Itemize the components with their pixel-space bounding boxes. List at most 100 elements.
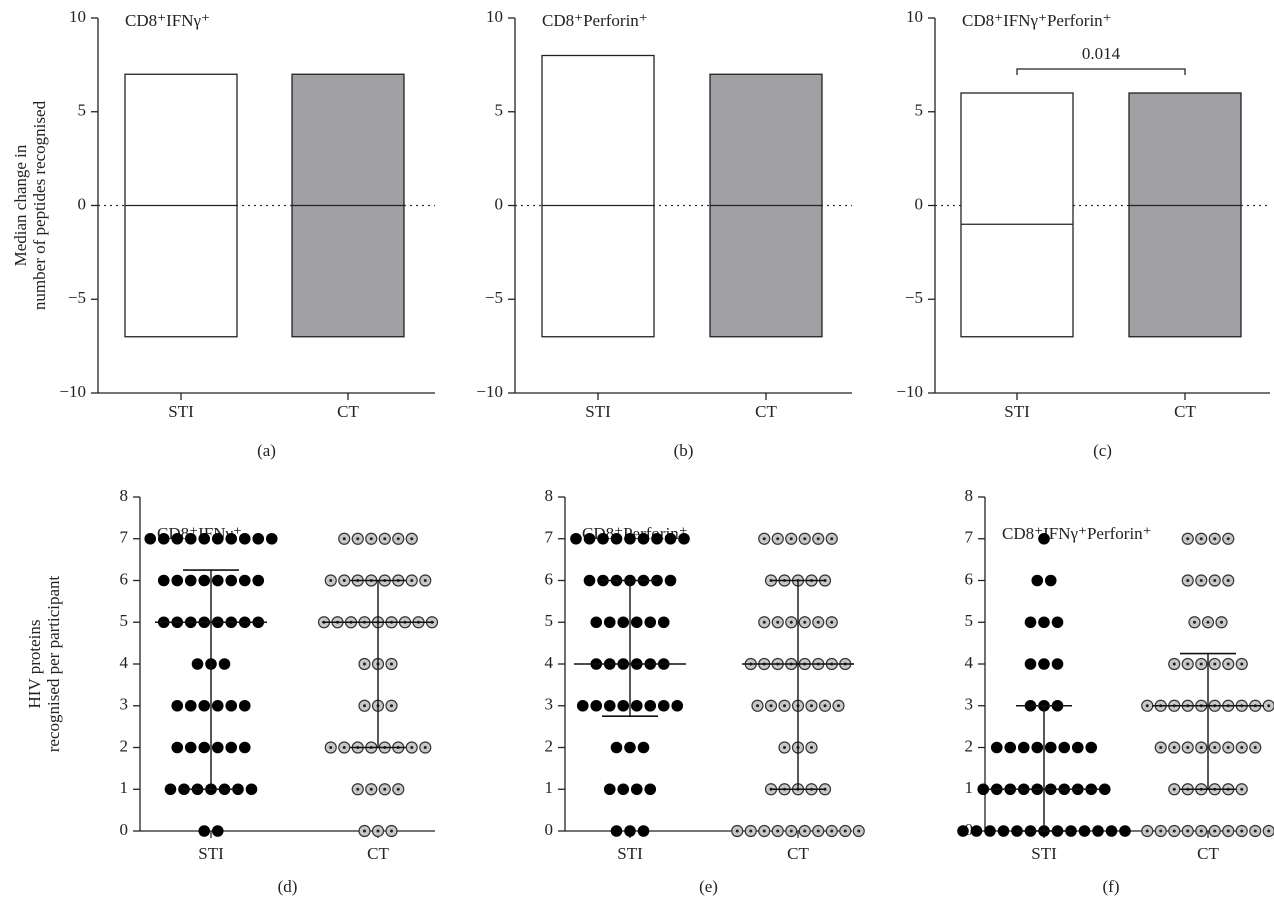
dot (990, 741, 1003, 754)
dot (805, 741, 818, 754)
dot-center (356, 787, 360, 791)
dot (211, 532, 224, 545)
dot (785, 824, 798, 838)
dot (630, 699, 643, 712)
y-tick-label: 6 (965, 569, 974, 588)
dot (198, 699, 211, 712)
dot (637, 532, 650, 545)
dot (771, 532, 784, 545)
dot (365, 532, 378, 545)
dot (211, 741, 224, 754)
y-tick-label: 0 (78, 194, 87, 213)
dot (252, 574, 265, 587)
dot (171, 574, 184, 587)
x-tick-label: CT (367, 844, 389, 863)
dot-fill (1024, 658, 1037, 670)
dot-fill (603, 783, 616, 796)
dot (825, 532, 838, 545)
dot (1262, 699, 1274, 712)
dot-fill (617, 783, 630, 796)
y-tick-label: 1 (120, 778, 129, 797)
dot (385, 824, 398, 838)
dot (1031, 741, 1044, 754)
dot (1024, 616, 1037, 629)
dot-center (1206, 620, 1210, 624)
dot (812, 616, 825, 629)
dot (644, 783, 657, 796)
dot (957, 825, 969, 837)
dot-center (816, 829, 820, 833)
dot-center (1186, 829, 1190, 833)
dot (984, 825, 996, 837)
dot-fill (198, 532, 211, 545)
dot (1168, 657, 1181, 671)
y-tick-label: −5 (905, 288, 923, 307)
dot-center (1199, 537, 1203, 541)
dot (1181, 741, 1194, 754)
dot (225, 741, 238, 754)
dot-center (1267, 704, 1271, 708)
dot (378, 783, 391, 796)
bar (960, 92, 1074, 338)
dot-fill (1071, 741, 1084, 754)
significance-label: 0.014 (1082, 44, 1121, 63)
dot-center (1186, 537, 1190, 541)
dot-center (816, 537, 820, 541)
dot-center (1213, 537, 1217, 541)
dot (1195, 574, 1208, 587)
dot (1181, 574, 1194, 587)
dot-fill (651, 532, 663, 545)
dot-fill (1038, 532, 1050, 545)
dot (1168, 824, 1181, 838)
dot (576, 699, 589, 712)
dot (1222, 574, 1235, 587)
dot-center (1172, 829, 1176, 833)
dot-fill (171, 741, 184, 754)
dot-fill (1105, 825, 1118, 837)
dot (1085, 741, 1098, 754)
dot (1195, 741, 1208, 754)
dot (610, 825, 623, 837)
dot-center (776, 537, 780, 541)
dot (1215, 616, 1228, 629)
dot (338, 741, 351, 754)
dot (651, 532, 663, 545)
panel-label: (b) (674, 441, 694, 460)
dot-center (396, 787, 400, 791)
dot (144, 532, 157, 545)
dot (338, 532, 351, 545)
dot (1235, 657, 1248, 671)
dot-fill (157, 574, 170, 587)
dot-center (410, 579, 414, 582)
dot (184, 741, 197, 754)
dot (358, 824, 371, 838)
dot (405, 741, 418, 754)
dot (1249, 824, 1262, 838)
dot-fill (211, 574, 224, 587)
y-tick-label: −5 (485, 288, 503, 307)
y-tick-label: 5 (78, 101, 87, 120)
y-axis-label: HIV proteins (25, 620, 44, 709)
dot (171, 699, 184, 712)
panel-title: CD8⁺IFNγ⁺ (125, 11, 210, 30)
dot-fill (171, 532, 184, 545)
dot (157, 532, 170, 545)
dot (637, 741, 650, 754)
panel-label: (e) (699, 877, 718, 896)
y-axis-label: Median change in (11, 144, 30, 266)
dot (1141, 824, 1154, 838)
dot-center (423, 746, 427, 749)
dot-fill (225, 699, 238, 712)
dot (1078, 825, 1091, 837)
dot (610, 532, 623, 545)
y-tick-label: 3 (545, 695, 554, 714)
dot-fill (644, 616, 657, 629)
y-tick-label: 4 (120, 653, 129, 672)
panel-label: (c) (1093, 441, 1112, 460)
dot-center (762, 620, 766, 624)
dot-fill (252, 574, 265, 587)
dot-center (383, 787, 387, 791)
dot (1222, 657, 1235, 671)
dot (385, 699, 398, 712)
dot-fill (225, 574, 238, 587)
